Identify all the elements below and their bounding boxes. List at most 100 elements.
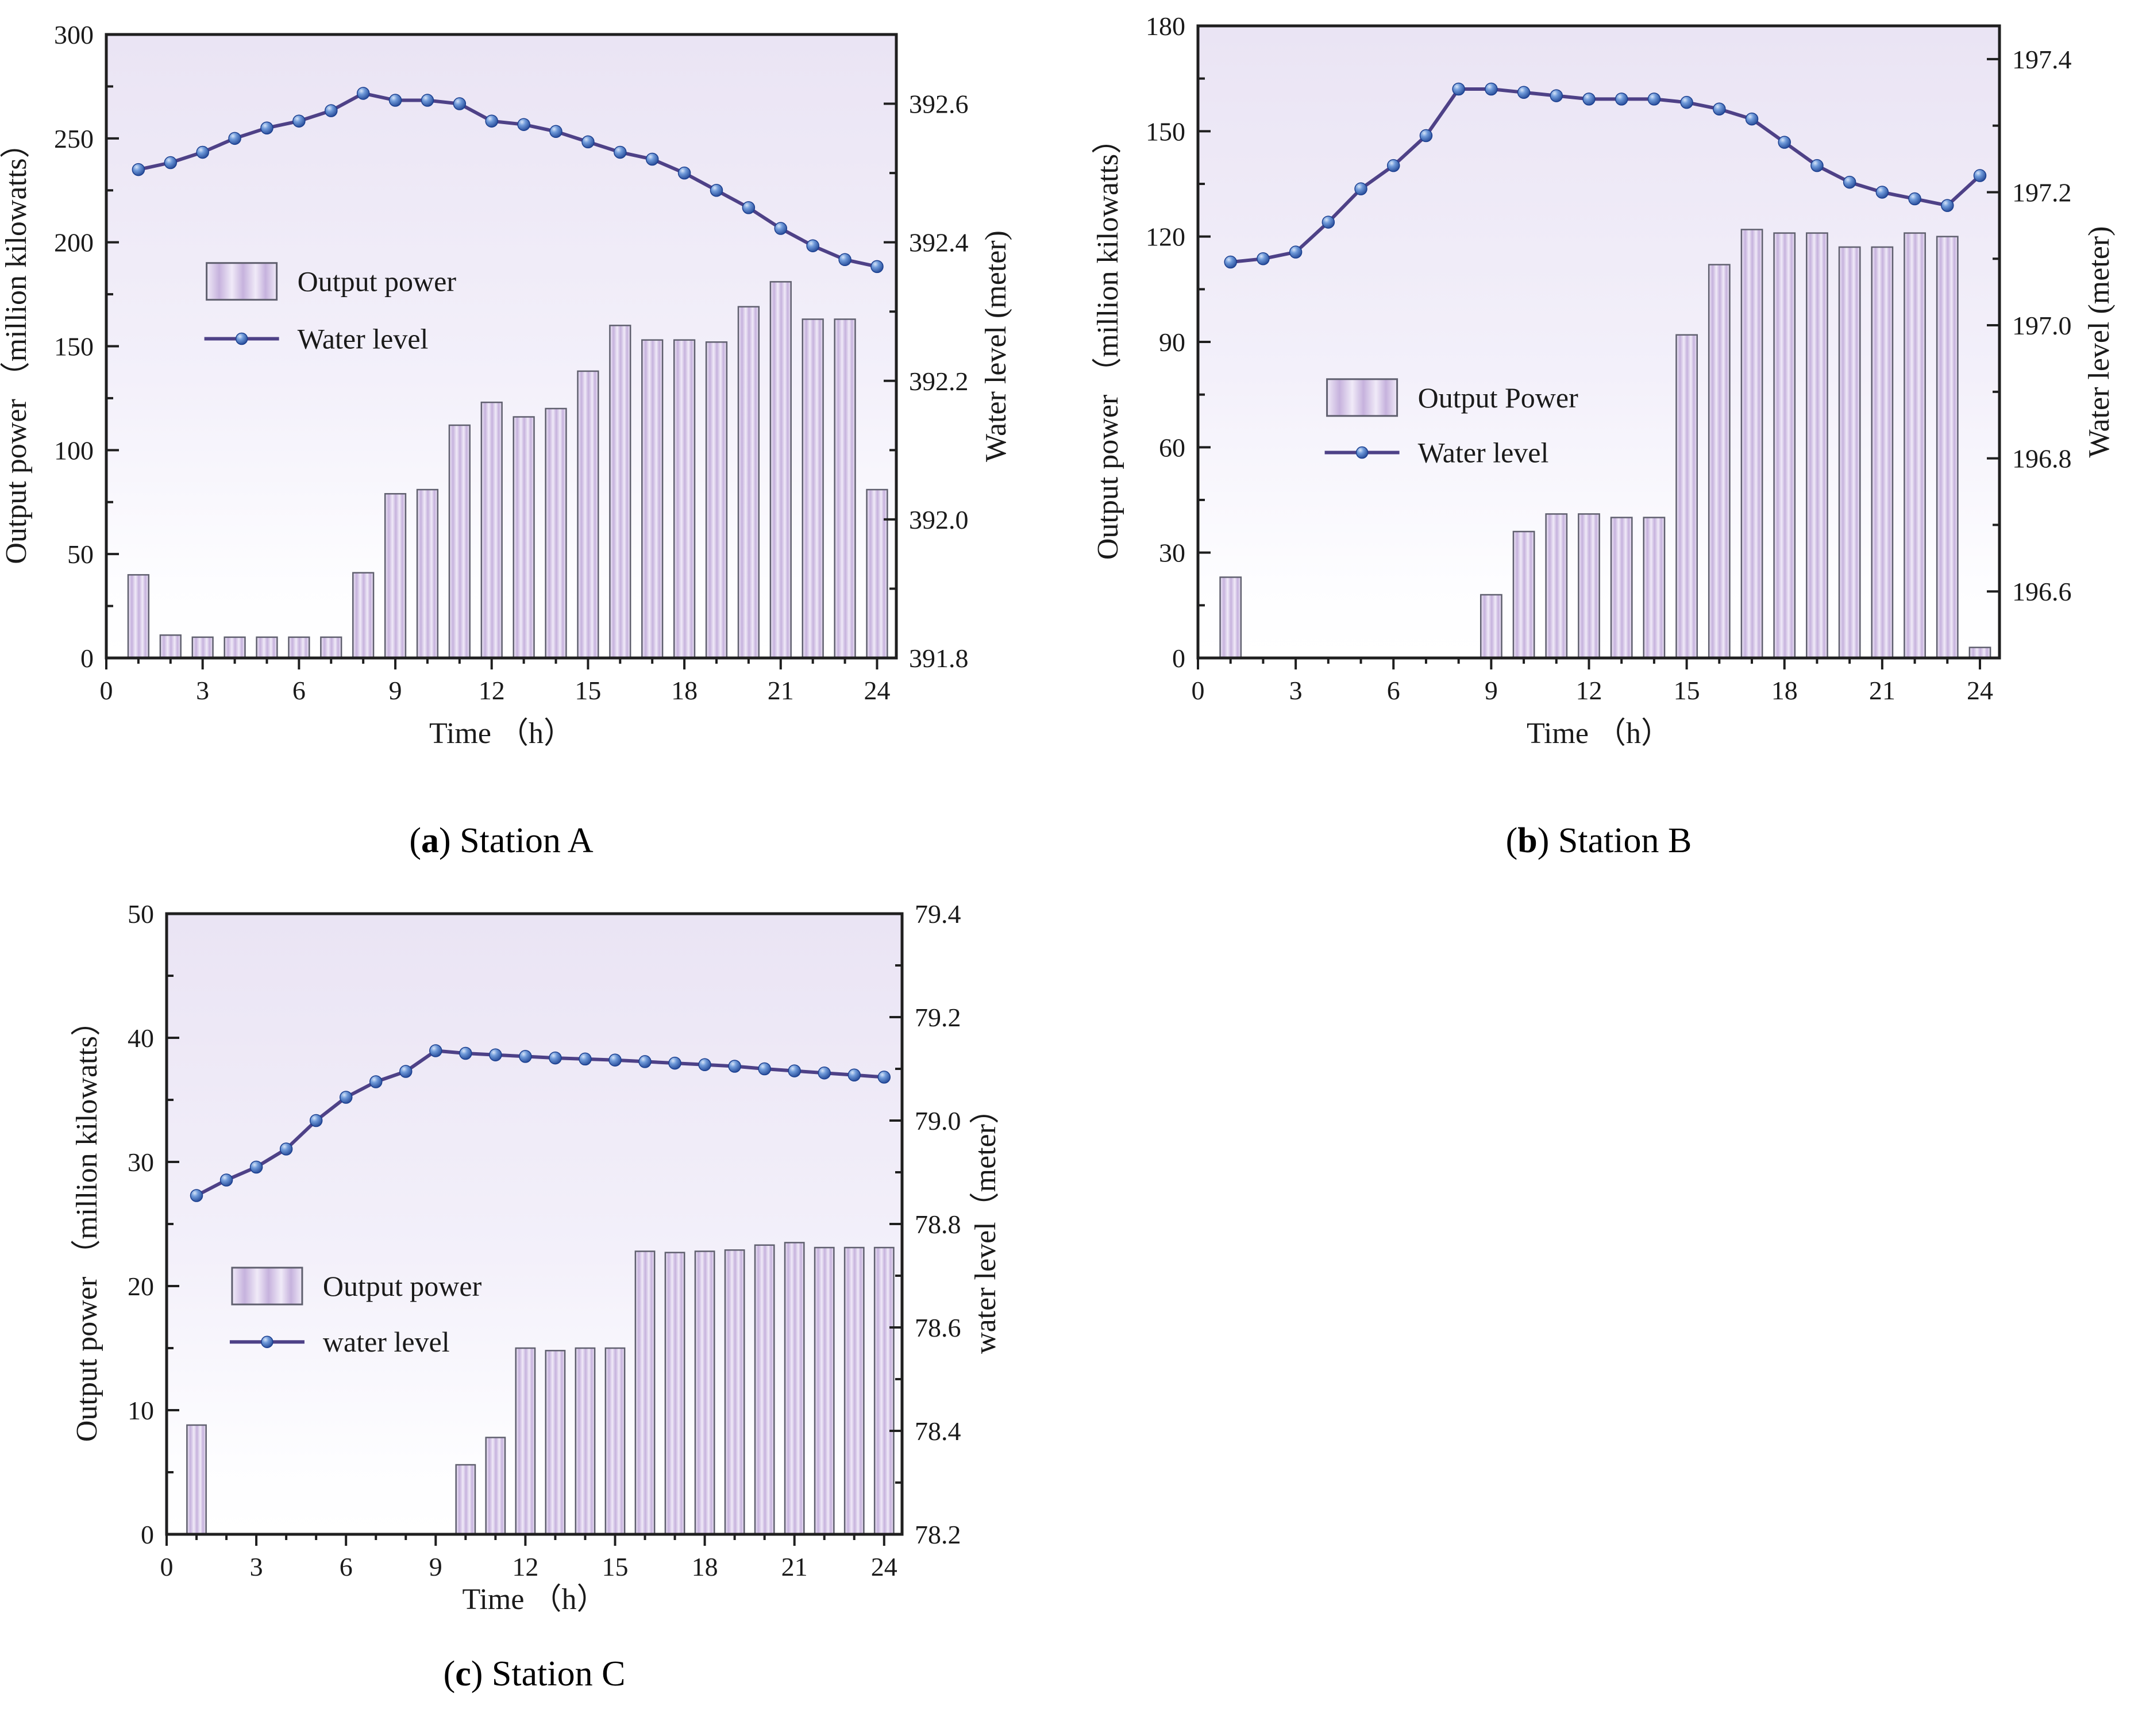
marker-hour-16 xyxy=(638,1055,652,1068)
right-axis-title: Water level (meter) xyxy=(2083,226,2116,458)
right-tick-label: 79.2 xyxy=(915,1003,961,1032)
bar-hour-14 xyxy=(545,407,567,659)
x-tick-label: 21 xyxy=(781,1552,808,1581)
marker-hour-23 xyxy=(838,253,852,267)
right-tick-label: 79.0 xyxy=(915,1106,961,1135)
left-tick-label: 200 xyxy=(54,228,94,257)
marker-hour-18 xyxy=(677,166,691,180)
bar-hour-1 xyxy=(186,1424,207,1535)
bar-hour-12 xyxy=(1578,513,1600,659)
marker-hour-10 xyxy=(459,1046,472,1060)
left-tick-label: 150 xyxy=(54,332,94,361)
x-tick-label: 24 xyxy=(871,1552,897,1581)
bar-hour-19 xyxy=(724,1249,745,1535)
legend-label-power: Output Power xyxy=(1418,382,1579,414)
right-tick-label: 78.6 xyxy=(915,1313,961,1342)
marker-hour-4 xyxy=(1321,215,1335,229)
marker-hour-2 xyxy=(1257,252,1270,265)
x-tick-label: 0 xyxy=(1192,676,1205,705)
marker-hour-14 xyxy=(1647,93,1661,106)
output-power-bars xyxy=(186,1242,895,1535)
bar-hour-18 xyxy=(673,339,696,659)
x-tick-label: 24 xyxy=(1967,676,1993,705)
marker-hour-21 xyxy=(1875,186,1889,199)
chart-station-a: 050100150200250300391.8392.0392.2392.439… xyxy=(0,20,1012,750)
bar-hour-11 xyxy=(448,424,471,659)
x-axis-title: Time （h） xyxy=(463,1583,607,1616)
marker-hour-10 xyxy=(421,94,434,107)
x-tick-label: 12 xyxy=(1575,676,1602,705)
right-tick-label: 392.4 xyxy=(909,228,969,257)
marker-hour-12 xyxy=(1582,93,1596,106)
bar-hour-1 xyxy=(127,574,150,659)
marker-hour-13 xyxy=(1615,93,1628,106)
marker-hour-20 xyxy=(758,1062,771,1076)
x-tick-label: 12 xyxy=(479,676,505,705)
bar-hour-13 xyxy=(545,1350,566,1535)
left-tick-label: 150 xyxy=(1146,117,1185,146)
plot-border xyxy=(1196,24,2001,660)
right-tick-label: 197.4 xyxy=(2012,45,2072,74)
bar-hour-10 xyxy=(416,488,439,659)
caption-letter: c xyxy=(455,1654,471,1693)
right-axis-title: water level（meter） xyxy=(969,1094,1002,1354)
left-tick-label: 20 xyxy=(128,1272,154,1301)
marker-hour-20 xyxy=(1843,175,1856,189)
bar-hour-23 xyxy=(834,318,856,659)
left-tick-label: 30 xyxy=(128,1148,154,1177)
left-axis-title: Output power （million kilowatts） xyxy=(71,1006,103,1442)
bar-hour-13 xyxy=(1610,517,1633,659)
bar-hour-23 xyxy=(843,1246,865,1535)
marker-hour-8 xyxy=(1452,82,1465,96)
legend-label-power: Output power xyxy=(298,265,457,298)
bar-hour-20 xyxy=(1838,246,1861,659)
x-tick-label: 9 xyxy=(1485,676,1498,705)
marker-hour-3 xyxy=(196,145,209,159)
right-tick-label: 392.2 xyxy=(909,367,969,396)
right-tick-label: 78.4 xyxy=(915,1416,961,1446)
bar-hour-5 xyxy=(256,636,278,659)
bar-hour-7 xyxy=(320,636,342,659)
x-tick-label: 15 xyxy=(602,1552,628,1581)
marker-hour-17 xyxy=(645,152,659,166)
bar-hour-19 xyxy=(1806,232,1828,659)
bar-hour-18 xyxy=(1773,232,1796,659)
bar-hour-24 xyxy=(873,1246,895,1535)
bar-hour-15 xyxy=(604,1347,626,1535)
marker-hour-6 xyxy=(292,114,306,128)
marker-hour-24 xyxy=(1973,169,1987,182)
bar-hour-20 xyxy=(754,1244,775,1535)
marker-hour-3 xyxy=(1289,245,1303,259)
right-tick-label: 392.0 xyxy=(909,505,969,534)
marker-hour-14 xyxy=(579,1052,592,1066)
output-power-bars xyxy=(127,281,888,659)
bar-hour-15 xyxy=(1675,334,1698,659)
marker-hour-14 xyxy=(549,125,562,138)
caption-suffix: ) xyxy=(1537,821,1558,860)
left-tick-label: 0 xyxy=(80,644,94,673)
marker-hour-15 xyxy=(1680,95,1693,109)
x-tick-label: 3 xyxy=(196,676,209,705)
marker-hour-18 xyxy=(698,1058,711,1072)
caption-station-a: (a) Station A xyxy=(106,821,896,861)
x-tick-label: 6 xyxy=(1387,676,1400,705)
bar-hour-19 xyxy=(705,341,728,659)
marker-hour-9 xyxy=(388,94,402,107)
legend-bar-swatch xyxy=(231,1267,303,1306)
caption-suffix: ) xyxy=(471,1654,492,1693)
plot-border xyxy=(105,33,898,660)
caption-prefix: ( xyxy=(1505,821,1518,860)
left-tick-label: 0 xyxy=(1172,644,1185,673)
bar-hour-21 xyxy=(1871,246,1894,659)
left-axis-title: Output power （million kilowatts） xyxy=(0,128,33,564)
legend-marker-sample xyxy=(261,1335,273,1348)
x-tick-label: 3 xyxy=(250,1552,263,1581)
bar-hour-20 xyxy=(737,306,760,659)
marker-hour-12 xyxy=(519,1050,532,1063)
left-tick-label: 50 xyxy=(128,899,154,929)
bar-hour-12 xyxy=(480,401,503,659)
marker-hour-23 xyxy=(847,1068,861,1082)
x-tick-label: 6 xyxy=(340,1552,353,1581)
caption-suffix: ) xyxy=(438,821,460,860)
bar-hour-6 xyxy=(288,636,310,659)
